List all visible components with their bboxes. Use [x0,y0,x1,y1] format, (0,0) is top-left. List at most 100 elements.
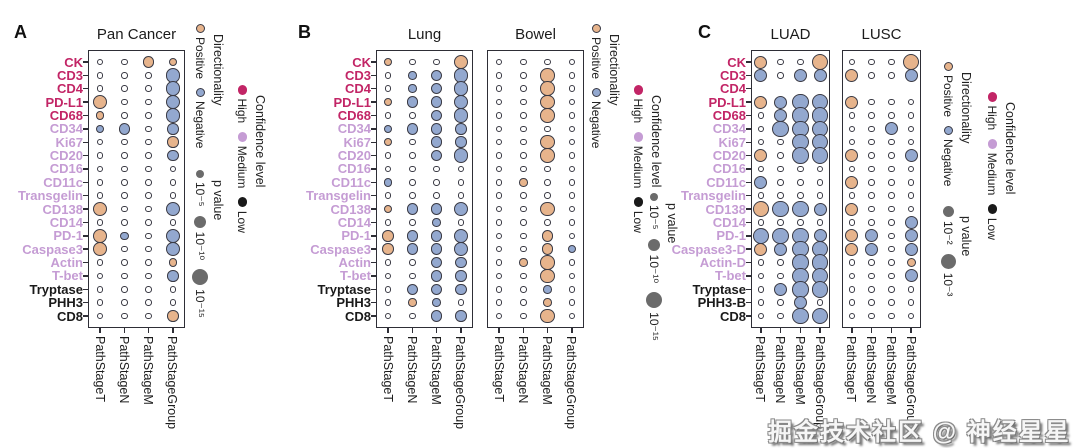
matrix-dot [455,283,467,296]
matrix-dot [888,72,895,79]
legend-pvalue-item: 10⁻² [942,206,956,245]
matrix-dot [868,152,875,159]
legend-confidence-item: High [236,85,250,123]
matrix-dot [406,96,419,108]
x-axis-label: PathStageT [92,336,107,403]
matrix-dot [455,270,467,282]
pvalue-dot-icon [194,215,207,228]
matrix-dot [409,165,416,173]
matrix-dot [408,298,417,307]
x-tick [522,328,525,333]
matrix-dot [888,245,895,253]
matrix-dot [96,312,104,320]
x-tick [498,328,500,333]
matrix-dot [409,179,416,186]
matrix-dot [409,272,416,280]
matrix-dot [96,179,104,186]
matrix-dot [430,243,443,255]
matrix-dot [383,137,393,147]
y-tick [371,114,376,117]
matrix-dot [544,58,551,66]
matrix-dot [777,165,784,173]
legend-confidence-title: Confidence level [1003,102,1017,195]
matrix-dot [495,72,503,79]
marker-label: CD14 [712,214,746,230]
matrix-dot [145,192,152,199]
high-confidence-dot-icon [987,92,998,102]
matrix-dot [121,192,128,199]
x-tick [387,328,389,333]
matrix-dot [383,97,393,107]
legend-directionality-item-label: Positive [589,37,604,80]
matrix-dot [544,192,551,199]
matrix-dot [540,148,555,163]
matrix-dot [865,229,879,243]
watermark: 掘金技术社区 @ 神经星星 [768,419,1071,446]
matrix-dot [453,241,469,257]
medium-confidence-dot-icon [237,132,248,142]
matrix-dot [540,308,555,324]
matrix-dot [884,122,898,136]
pvalue-dot-icon [192,269,209,286]
y-tick [83,261,88,264]
legend-directionality-title: Directionality [959,72,973,144]
matrix-dot [383,178,393,187]
matrix-dot [169,299,177,306]
matrix-dot [777,192,784,199]
y-tick [83,128,88,130]
marker-label: CD34 [712,121,746,137]
matrix-dot [384,286,392,293]
y-tick [746,235,751,237]
matrix-dot [754,95,768,109]
matrix-dot [169,179,177,186]
matrix-dot [167,270,179,282]
matrix-dot [384,112,392,119]
marker-label: CD14 [337,214,371,230]
legend-directionality-item-label: Negative [193,101,208,149]
matrix-dot [145,259,152,266]
matrix-dot [384,299,392,306]
matrix-dot [848,272,856,280]
matrix-dot [772,200,789,218]
matrix-dot [433,165,440,173]
matrix-dot [904,242,918,256]
matrix-dot [907,125,915,133]
matrix-dot [907,286,915,293]
matrix-dot [792,200,809,218]
legend-confidence-item-label: Low [985,217,1000,240]
matrix-dot [430,69,443,82]
matrix-dot [757,192,765,199]
y-tick [83,101,88,103]
matrix-dot [169,219,177,226]
legend-confidence-item-label: High [985,105,1000,131]
matrix-dot [495,98,503,106]
y-tick [371,61,376,63]
marker-label: CK [64,54,83,70]
x-axis-label: PathStageT [491,336,506,403]
matrix-dot [757,125,765,133]
matrix-dot [409,112,416,119]
marker-label: CD11c [331,174,371,190]
x-axis-label: PathStageM [540,336,555,405]
matrix-dot [811,307,829,325]
matrix-dot [495,272,503,280]
matrix-dot [96,192,104,199]
matrix-dot [845,242,859,256]
matrix-dot [145,112,152,119]
matrix-dot [544,179,551,186]
matrix-dot [96,219,104,226]
matrix-dot [868,259,875,266]
matrix-dot [816,299,824,306]
y-tick [371,181,376,184]
matrix-dot [121,85,128,92]
matrix-dot [540,94,555,110]
matrix-dot [145,125,152,133]
y-tick [746,301,751,304]
matrix-dot [811,281,829,298]
matrix-dot [453,148,469,163]
matrix-dot [848,138,856,146]
matrix-dot [797,192,804,199]
legend-pvalue-item: 10⁻⁵ [194,170,208,207]
matrix-dot [888,152,895,159]
marker-label: CD138 [330,201,371,217]
